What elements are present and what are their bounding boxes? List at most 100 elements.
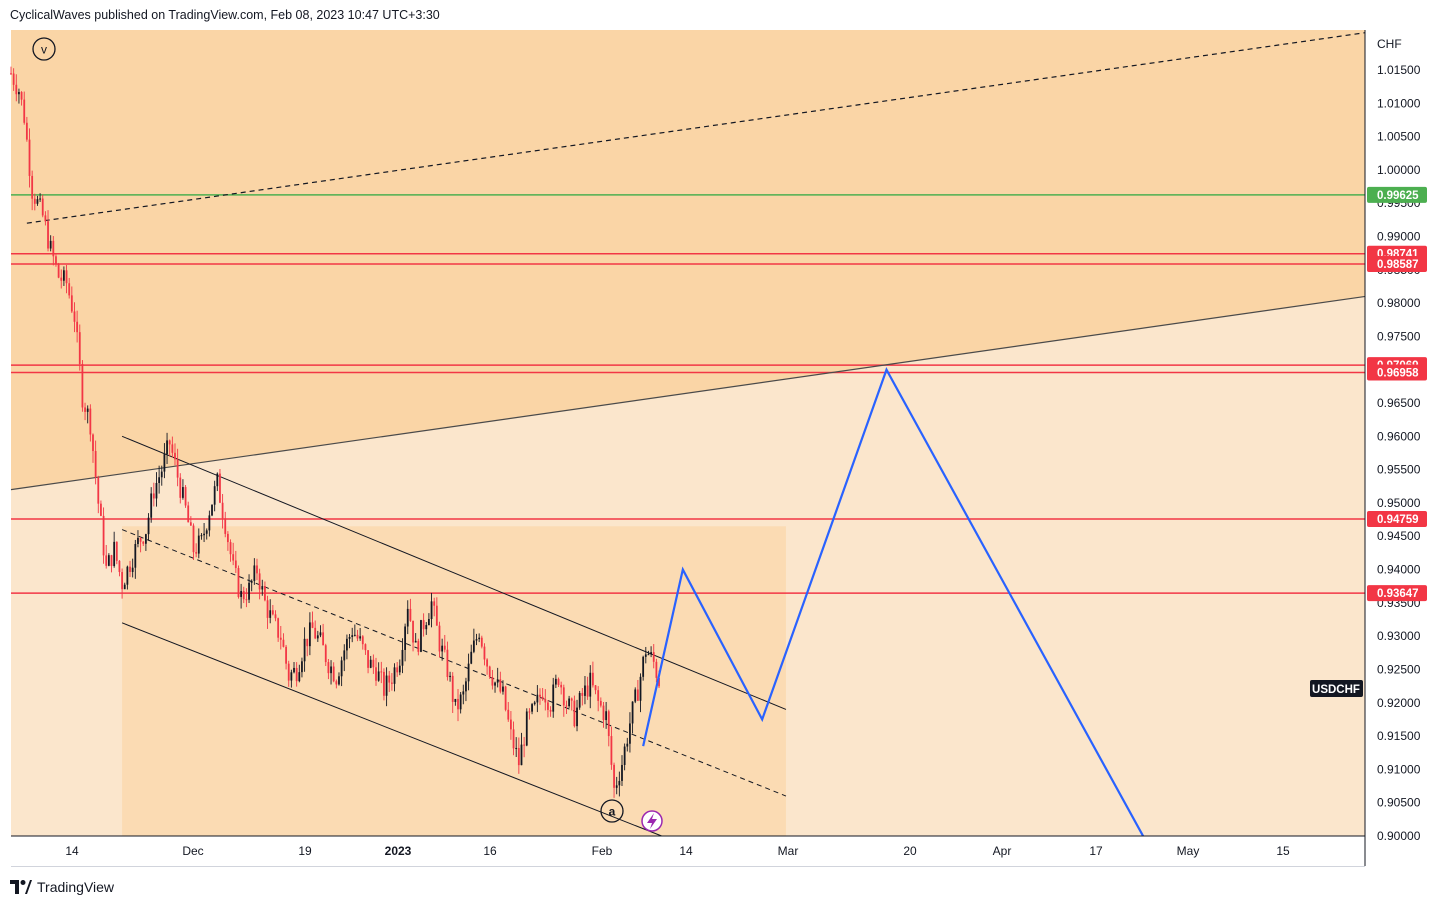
candle-body [618, 780, 621, 786]
candle-body [298, 672, 301, 682]
candle-body [541, 696, 544, 699]
y-tick-label: 0.90500 [1377, 796, 1421, 810]
candle-body [41, 198, 44, 216]
y-tick-label: 1.00500 [1377, 130, 1421, 144]
candle-body [589, 672, 592, 697]
candle-body [89, 408, 92, 435]
y-tick-label: 1.00000 [1377, 163, 1421, 177]
lightning-event-icon[interactable] [641, 810, 663, 832]
candle-body [488, 666, 491, 678]
candle-body [195, 552, 198, 554]
candle-body [454, 698, 457, 702]
candle-body [565, 705, 568, 707]
candle-body [322, 632, 325, 646]
candle-body [155, 482, 158, 499]
candle-body [491, 677, 494, 686]
candle-body [160, 471, 163, 478]
candle-body [510, 719, 512, 730]
candle-body [314, 627, 317, 639]
candle-body [203, 533, 205, 536]
candle-body [502, 686, 504, 692]
candle-body [219, 473, 221, 503]
candle-body [369, 659, 372, 668]
level-label-text: 0.96958 [1377, 368, 1419, 380]
candle-body [301, 661, 303, 673]
candle-body [250, 580, 253, 583]
candle-body [428, 619, 430, 626]
candle-body [433, 601, 436, 606]
level-label-text: 0.94759 [1377, 514, 1419, 526]
candle-body [340, 660, 343, 677]
candle-body [176, 459, 179, 478]
candle-body [174, 452, 176, 460]
candle-body [359, 636, 362, 639]
candle-body [517, 747, 520, 766]
tradingview-icon [10, 880, 32, 894]
candle-body [234, 560, 237, 569]
candle-body [398, 665, 401, 673]
candle-body [335, 681, 338, 685]
candle-body [237, 568, 240, 597]
upper-channel-zone [11, 30, 1366, 490]
candle-body [20, 92, 23, 100]
candle-body [367, 650, 369, 668]
candle-body [306, 638, 309, 647]
candle-body [417, 640, 420, 652]
candle-body [327, 662, 330, 674]
y-tick-label: 0.96000 [1377, 429, 1421, 443]
candle-body [113, 541, 116, 566]
y-tick-label: 0.96500 [1377, 396, 1421, 410]
candle-body [97, 477, 100, 504]
candle-body [486, 659, 488, 667]
candle-body [232, 554, 235, 561]
candle-body [258, 573, 261, 590]
candle-body [73, 311, 76, 322]
candle-body [131, 567, 134, 573]
candle-body [211, 504, 213, 516]
candle-body [200, 535, 203, 537]
x-tick-label: 14 [679, 844, 693, 858]
candle-body [441, 645, 444, 652]
candle-body [636, 689, 639, 701]
candle-body [189, 522, 192, 526]
candle-body [401, 649, 404, 666]
candle-body [129, 566, 131, 573]
candle-body [364, 644, 367, 651]
tradingview-logo[interactable]: TradingView [10, 877, 114, 897]
candle-body [594, 685, 597, 691]
publish-header: CyclicalWaves published on TradingView.c… [10, 8, 440, 22]
candle-body [578, 692, 581, 708]
x-tick-label: Dec [182, 844, 203, 858]
symbol-tag-text[interactable]: USDCHF [1312, 684, 1360, 696]
candle-body [560, 684, 563, 688]
candle-body [599, 700, 602, 706]
candle-body [621, 764, 623, 781]
candle-body [330, 666, 332, 674]
upper-dashed-trendline [26, 32, 1366, 224]
y-tick-label: 0.92000 [1377, 696, 1421, 710]
candle-body [629, 723, 631, 744]
x-tick-label: May [1177, 844, 1200, 858]
level-label-box [1367, 510, 1427, 527]
candle-body [449, 675, 451, 678]
candle-body [144, 534, 147, 544]
candle-body [475, 639, 478, 641]
candle-body [390, 682, 393, 684]
x-tick-label: 2023 [385, 844, 412, 858]
candle-body [269, 610, 272, 618]
candle-body [126, 566, 129, 585]
candle-body [615, 785, 618, 788]
y-tick-label: 0.93000 [1377, 629, 1421, 643]
candle-body [84, 407, 86, 412]
candle-body [25, 122, 28, 140]
candle-body [462, 691, 465, 695]
candle-body [205, 530, 208, 534]
candle-body [557, 678, 560, 685]
candle-body [435, 605, 438, 626]
candle-body [533, 702, 536, 705]
candle-body [248, 582, 250, 600]
candle-body [613, 764, 615, 788]
y-tick-label: 0.91000 [1377, 762, 1421, 776]
candle-body [658, 677, 660, 687]
